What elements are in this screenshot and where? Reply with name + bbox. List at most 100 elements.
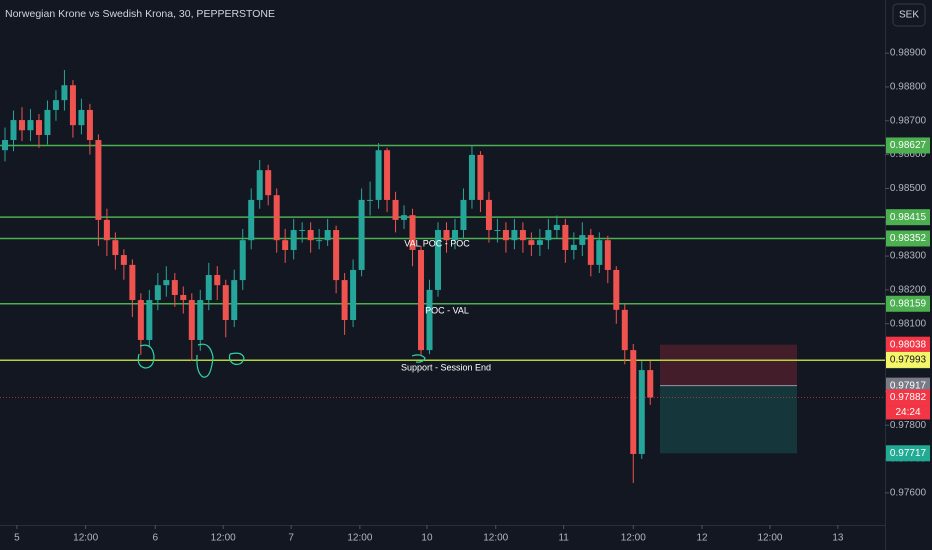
x-tick-label: 12:00 [621,533,646,544]
candle-body [52,100,59,110]
level-chip [886,137,930,154]
candle-body [120,255,127,265]
level-chip [886,230,930,247]
candle-body [282,240,289,250]
candle-body [316,240,323,242]
candle-body [468,154,475,200]
candle-body [485,199,492,231]
candle-body [418,249,425,351]
y-tick-label: 0.98500 [890,183,927,194]
candle-body [239,240,246,281]
candle-body [222,285,229,321]
candle-body [341,280,348,321]
candle-body [69,85,76,126]
candle-body [604,240,611,270]
hand-drawn-circles [137,343,426,378]
circle-mark [196,343,214,378]
candle-body [562,224,569,250]
candle-body [129,264,136,301]
level-chip [886,295,930,312]
x-tick-label: 5 [14,533,20,544]
candle-body [511,230,518,241]
x-tick-label: 11 [558,533,569,544]
level-label: 0.98352 [890,233,927,244]
x-tick-label: 12:00 [73,533,98,544]
candle-body [231,280,238,321]
candle-body [154,285,161,301]
candle-body [137,300,144,340]
candle-body [426,289,433,351]
candle-body [358,199,365,270]
candle-body [502,230,509,241]
candle-body [44,109,51,135]
marker-chip [886,336,930,353]
candle-body [2,140,9,151]
candle-body [273,195,280,241]
candle-body [477,154,484,200]
candle-body [256,170,263,200]
level-label: 0.98159 [890,298,927,309]
countdown-chip [886,405,930,420]
candle-body [248,199,255,241]
annotation: Support - Session End [401,362,491,372]
currency-button[interactable] [892,3,926,27]
y-tick-label: 0.98700 [890,115,927,126]
circle-mark [137,344,155,369]
y-tick-label: 0.98200 [890,285,927,296]
candle-body [307,230,314,241]
candle-body [519,230,526,241]
y-tick-label: 0.98900 [890,48,927,59]
marker-label: 0.97882 [890,392,927,403]
level-label: 0.98415 [890,212,927,223]
candle-body [171,280,178,295]
candle-body [163,280,170,286]
candle-body [392,199,399,220]
x-tick-label: 7 [288,533,294,544]
marker-label: 0.97917 [890,380,927,391]
x-tick-label: 13 [832,533,844,544]
circle-mark [411,354,426,363]
y-tick-label: 0.98600 [890,149,927,160]
x-tick-label: 12 [696,533,708,544]
candle-body [613,269,620,310]
candle-body [621,309,628,351]
candle-body [384,150,391,200]
axes: 0.976000.977000.978000.979000.980000.981… [14,48,930,544]
marker-chip [886,351,930,368]
level-chip [886,209,930,226]
marker-label: 0.97717 [890,448,927,459]
candle-body [596,240,603,265]
plot-area: VAL POC - POC POC - VAL Support - Session … [0,70,885,484]
marker-label: 0.98038 [890,339,927,350]
candle-body [451,230,458,241]
candle-body [638,370,645,454]
annotation: POC - VAL [425,305,469,315]
candle-body [587,235,594,265]
candle-body [494,230,501,232]
candle-body [528,240,535,245]
candle-body [553,224,560,231]
candle-body [350,269,357,321]
currency-label[interactable]: SEK [899,10,919,21]
target-zone [660,385,797,454]
countdown-label: 24:24 [895,407,920,418]
candle-body [401,215,408,220]
marker-label: 0.97993 [890,355,927,366]
candle-body [214,275,221,286]
candle-body [409,215,416,250]
candle-body [27,120,34,131]
x-tick-label: 12:00 [347,533,372,544]
candle-body [197,300,204,340]
circle-mark [228,352,245,365]
candle-body [647,370,654,398]
marker-chip [886,389,930,406]
x-tick-label: 6 [153,533,159,544]
candle-body [375,150,382,200]
level-label: 0.98627 [890,140,927,151]
x-tick-label: 10 [421,533,433,544]
candle-body [188,300,195,340]
stop-zone [660,344,797,386]
